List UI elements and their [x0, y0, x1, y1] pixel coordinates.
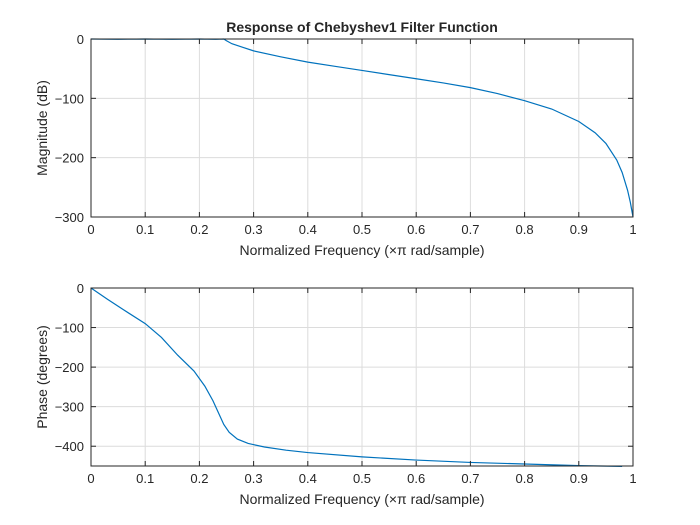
phase-x-axis-label: Normalized Frequency (×π rad/sample) — [239, 491, 484, 507]
magnitude-y-axis-label: Magnitude (dB) — [34, 80, 50, 176]
magnitude-x-tick-label: 0.2 — [190, 222, 208, 237]
magnitude-axes: 0 0.1 0.2 0.3 0.4 0.5 0.6 0.7 0.8 0.9 1 0 −100 −200 −3… — [34, 32, 637, 258]
phase-x-tick-label: 0.8 — [516, 471, 534, 486]
magnitude-x-tick-label: 0.1 — [136, 222, 154, 237]
phase-x-tick-label: 0.1 — [136, 471, 154, 486]
phase-curve-group — [90, 287, 623, 467]
magnitude-y-tick-label: 0 — [77, 32, 84, 47]
phase-x-tick-label: 0.5 — [353, 471, 371, 486]
phase-x-tick-label: 0.3 — [245, 471, 263, 486]
phase-x-tick-label: 0.7 — [461, 471, 479, 486]
magnitude-y-tick-label: −200 — [55, 151, 84, 166]
phase-y-tick-label: −200 — [55, 360, 84, 375]
phase-x-tick-label: 1 — [629, 471, 636, 486]
magnitude-y-tick-label: −300 — [55, 210, 84, 225]
magnitude-x-tick-label: 0.4 — [299, 222, 317, 237]
magnitude-x-axis-label: Normalized Frequency (×π rad/sample) — [239, 242, 484, 258]
magnitude-x-tick-label: 0.3 — [245, 222, 263, 237]
phase-y-tick-label: −100 — [55, 321, 84, 336]
magnitude-x-tick-label: 0.9 — [570, 222, 588, 237]
magnitude-y-tick-label: −100 — [55, 91, 84, 106]
phase-x-tick-label: 0.9 — [570, 471, 588, 486]
magnitude-x-tick-label: 0.5 — [353, 222, 371, 237]
magnitude-x-tick-label: 0.6 — [407, 222, 425, 237]
phase-x-tick-label: 0.6 — [407, 471, 425, 486]
phase-y-axis-label: Phase (degrees) — [34, 325, 50, 429]
phase-x-tick-label: 0.4 — [299, 471, 317, 486]
magnitude-x-tick-label: 0 — [87, 222, 94, 237]
phase-x-tick-label: 0 — [87, 471, 94, 486]
magnitude-ticks: 0 0.1 0.2 0.3 0.4 0.5 0.6 0.7 0.8 0.9 1 0 −100 −200 −3… — [55, 32, 637, 237]
magnitude-x-tick-label: 0.7 — [461, 222, 479, 237]
phase-ticks: 0 0.1 0.2 0.3 0.4 0.5 0.6 0.7 0.8 0.9 1 0 −100 −200 −3… — [55, 281, 637, 486]
figure-title: Response of Chebyshev1 Filter Function — [226, 19, 498, 35]
phase-y-tick-label: 0 — [77, 281, 84, 296]
magnitude-x-tick-label: 1 — [629, 222, 636, 237]
phase-y-tick-label: −400 — [55, 439, 84, 454]
magnitude-x-tick-label: 0.8 — [516, 222, 534, 237]
phase-x-tick-label: 0.2 — [190, 471, 208, 486]
phase-axes: 0 0.1 0.2 0.3 0.4 0.5 0.6 0.7 0.8 0.9 1 0 −100 −200 −3… — [34, 281, 637, 507]
phase-response-line — [90, 287, 623, 467]
phase-y-tick-label: −300 — [55, 400, 84, 415]
